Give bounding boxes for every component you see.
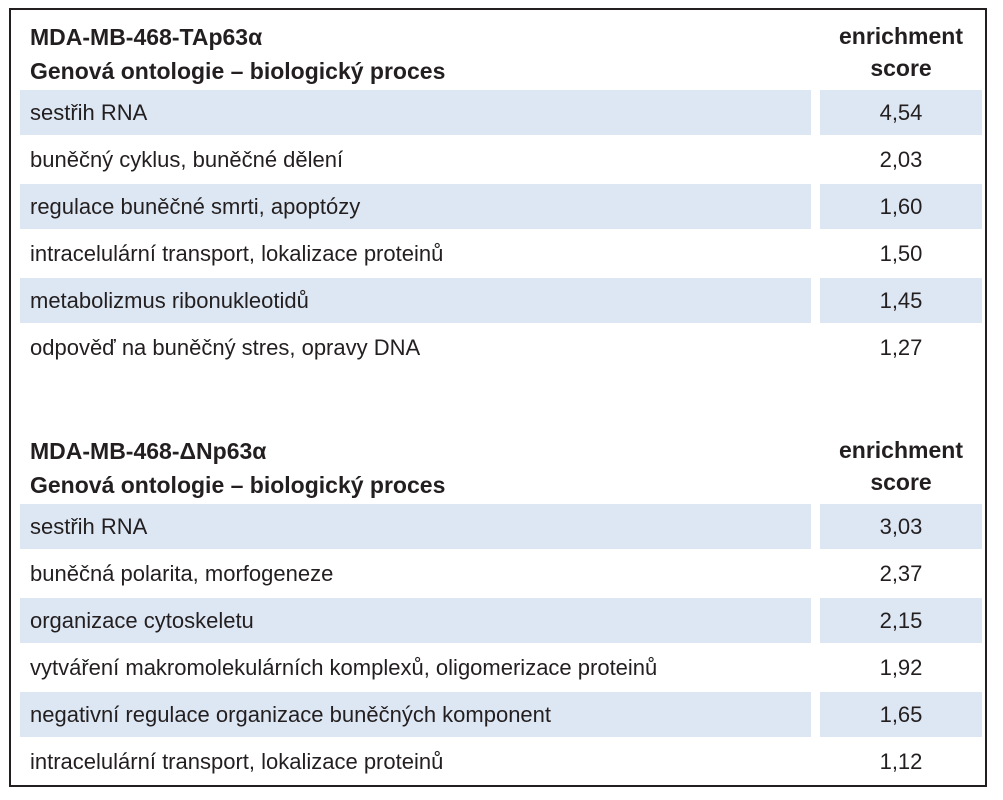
score-cell: 1,12 bbox=[879, 749, 923, 774]
process-cell: regulace buněčné smrti, apoptózy bbox=[20, 184, 811, 229]
process-cell: negativní regulace organizace buněčných … bbox=[20, 692, 811, 737]
process-cell: odpověď na buněčný stres, opravy DNA bbox=[30, 335, 421, 360]
score-header-line1: enrichment bbox=[839, 437, 963, 463]
process-cell: intracelulární transport, lokalizace pro… bbox=[30, 749, 444, 774]
table-row: regulace buněčné smrti, apoptózy 1,60 bbox=[20, 184, 982, 231]
ontology-header: Genová ontologie – biologický proces bbox=[30, 58, 446, 84]
score-header-line2: score bbox=[870, 55, 932, 81]
score-header: enrichment score bbox=[820, 20, 982, 84]
score-cell: 2,37 bbox=[879, 561, 923, 586]
process-cell: sestřih RNA bbox=[20, 504, 811, 549]
table-row: buněčná polarita, morfogeneze 2,37 bbox=[20, 551, 982, 598]
table-row: intracelulární transport, lokalizace pro… bbox=[20, 739, 982, 786]
score-header-line1: enrichment bbox=[839, 23, 963, 49]
table-body: sestřih RNA 3,03 buněčná polarita, morfo… bbox=[20, 504, 982, 786]
process-cell: sestřih RNA bbox=[20, 90, 811, 135]
score-cell: 2,03 bbox=[879, 147, 923, 172]
table-row: sestřih RNA 4,54 bbox=[20, 90, 982, 137]
cell-line-title: MDA-MB-468-TAp63α bbox=[30, 24, 263, 50]
score-cell: 1,65 bbox=[820, 692, 982, 737]
table-header: MDA-MB-468-TAp63α Genová ontologie – bio… bbox=[20, 10, 982, 90]
score-cell: 3,03 bbox=[820, 504, 982, 549]
process-cell: intracelulární transport, lokalizace pro… bbox=[30, 241, 444, 266]
table-row: sestřih RNA 3,03 bbox=[20, 504, 982, 551]
table-row: organizace cytoskeletu 2,15 bbox=[20, 598, 982, 645]
score-cell: 1,92 bbox=[879, 655, 923, 680]
cell-line-title: MDA-MB-468-ΔNp63α bbox=[30, 438, 267, 464]
process-cell: vytváření makromolekulárních komplexů, o… bbox=[30, 655, 658, 680]
table-row: vytváření makromolekulárních komplexů, o… bbox=[20, 645, 982, 692]
score-cell: 1,60 bbox=[820, 184, 982, 229]
table-section-tap63: MDA-MB-468-TAp63α Genová ontologie – bio… bbox=[20, 10, 982, 372]
table-row: odpověď na buněčný stres, opravy DNA 1,2… bbox=[20, 325, 982, 372]
process-cell: buněčná polarita, morfogeneze bbox=[30, 561, 334, 586]
table-row: negativní regulace organizace buněčných … bbox=[20, 692, 982, 739]
table-body: sestřih RNA 4,54 buněčný cyklus, buněčné… bbox=[20, 90, 982, 372]
score-header-line2: score bbox=[870, 469, 932, 495]
header-left: MDA-MB-468-TAp63α Genová ontologie – bio… bbox=[30, 20, 445, 88]
table-section-dnp63: MDA-MB-468-ΔNp63α Genová ontologie – bio… bbox=[20, 424, 982, 786]
score-cell: 2,15 bbox=[820, 598, 982, 643]
table-frame bbox=[9, 8, 987, 787]
header-left: MDA-MB-468-ΔNp63α Genová ontologie – bio… bbox=[30, 434, 445, 502]
ontology-header: Genová ontologie – biologický proces bbox=[30, 472, 446, 498]
score-cell: 1,50 bbox=[879, 241, 923, 266]
process-cell: metabolizmus ribonukleotidů bbox=[20, 278, 811, 323]
score-cell: 4,54 bbox=[820, 90, 982, 135]
table-row: buněčný cyklus, buněčné dělení 2,03 bbox=[20, 137, 982, 184]
process-cell: buněčný cyklus, buněčné dělení bbox=[30, 147, 344, 172]
table-row: intracelulární transport, lokalizace pro… bbox=[20, 231, 982, 278]
score-header: enrichment score bbox=[820, 434, 982, 498]
score-cell: 1,27 bbox=[879, 335, 923, 360]
process-cell: organizace cytoskeletu bbox=[20, 598, 811, 643]
table-header: MDA-MB-468-ΔNp63α Genová ontologie – bio… bbox=[20, 424, 982, 504]
table-row: metabolizmus ribonukleotidů 1,45 bbox=[20, 278, 982, 325]
score-cell: 1,45 bbox=[820, 278, 982, 323]
